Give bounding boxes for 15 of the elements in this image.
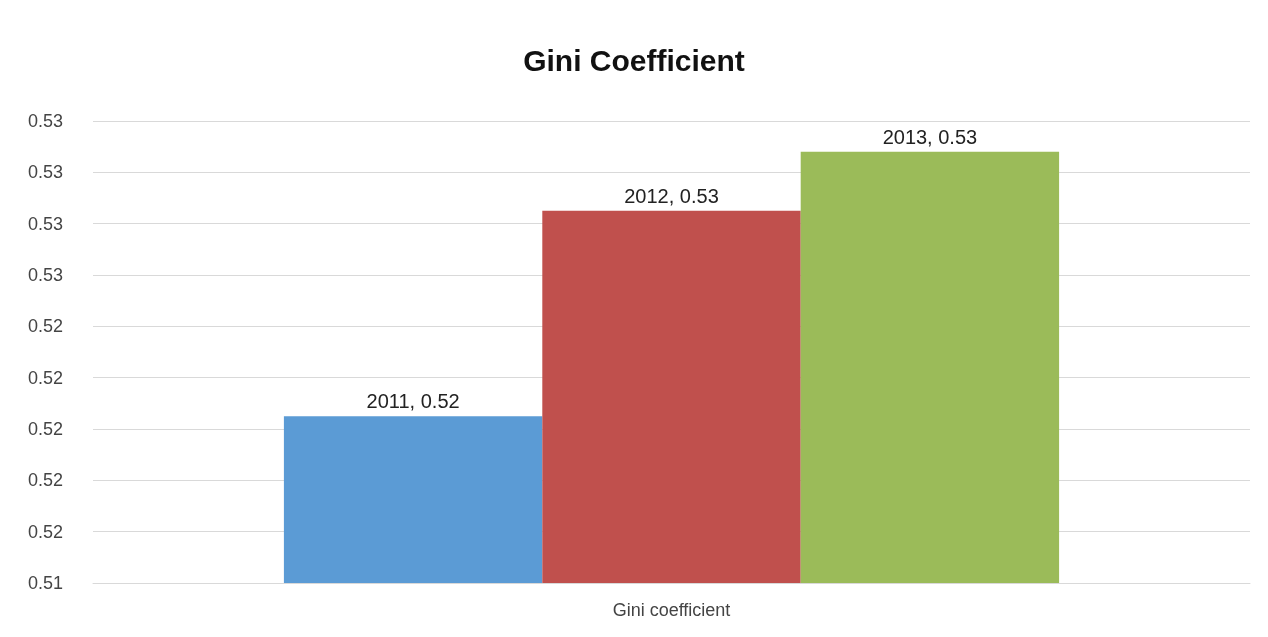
y-tick-label: 0.53 [27, 111, 63, 131]
y-tick-label: 0.52 [27, 419, 63, 439]
x-tick-label: Gini coefficient [612, 600, 731, 620]
y-tick-label: 0.52 [27, 316, 63, 337]
y-tick-label: 0.53 [27, 213, 63, 234]
text: 2012, 0.53 [624, 184, 719, 207]
y-tick-label: 0.53 [27, 162, 63, 183]
y-tick-label: 0.51 [27, 573, 63, 593]
y-tick-label: 0.52 [27, 470, 63, 491]
chart-title: Gini Coefficient [523, 43, 745, 77]
y-tick-label: 0.52 [27, 521, 63, 542]
y-tick-label: 0.52 [27, 367, 63, 388]
text: 2011, 0.52 [366, 390, 460, 413]
text: 2013, 0.53 [882, 125, 978, 148]
y-tick-label: 0.53 [27, 265, 63, 285]
